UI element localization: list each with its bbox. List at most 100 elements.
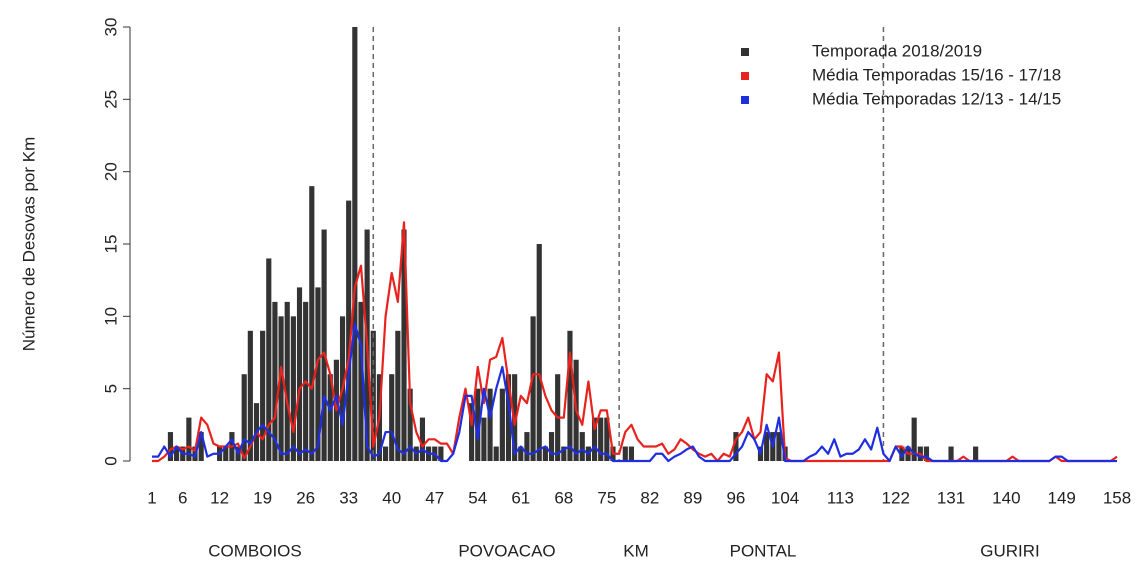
x-tick-label: 140 — [992, 488, 1020, 507]
bar — [481, 417, 487, 461]
bar — [487, 388, 493, 461]
x-tick-label: 54 — [468, 488, 487, 507]
x-tick-label: 122 — [882, 488, 910, 507]
y-tick-label: 15 — [101, 235, 120, 254]
region-label: PONTAL — [730, 541, 797, 560]
x-tick-label: 158 — [1103, 488, 1131, 507]
legend-label: Média Temporadas 15/16 - 17/18 — [812, 65, 1061, 84]
bar — [505, 374, 512, 461]
bar — [284, 301, 290, 461]
bar — [536, 244, 542, 461]
x-tick-label: 68 — [554, 488, 573, 507]
y-axis-label: Número de Desovas por Km — [19, 137, 38, 351]
x-tick-label: 75 — [597, 488, 616, 507]
bar — [389, 374, 395, 461]
y-tick-label: 20 — [101, 162, 120, 181]
bar — [628, 446, 635, 461]
bar — [548, 432, 555, 461]
x-tick-label: 149 — [1047, 488, 1075, 507]
y-tick-label: 25 — [101, 90, 120, 109]
y-tick-label: 30 — [101, 18, 120, 37]
bar — [260, 330, 266, 461]
legend-label: Temporada 2018/2019 — [812, 41, 982, 60]
bar — [911, 417, 917, 461]
legend-marker — [741, 96, 749, 104]
x-tick-label: 26 — [296, 488, 315, 507]
x-tick-label: 104 — [771, 488, 799, 507]
bar — [352, 27, 358, 461]
legend-marker — [741, 48, 749, 56]
bar — [591, 417, 598, 461]
bar — [561, 446, 567, 461]
bar — [198, 432, 204, 461]
bar — [247, 330, 253, 461]
region-label: GURIRI — [980, 541, 1040, 560]
bar — [346, 200, 352, 461]
x-tick-label: 113 — [827, 488, 854, 507]
x-tick-label: 89 — [683, 488, 702, 507]
x-tick-label: 131 — [937, 488, 965, 507]
region-label: KM — [623, 541, 649, 560]
bar — [272, 301, 278, 461]
bar — [469, 403, 475, 461]
bar — [776, 432, 782, 461]
bar — [604, 417, 610, 461]
bar — [266, 258, 272, 461]
x-tick-label: 47 — [425, 488, 444, 507]
bar — [370, 330, 376, 461]
line — [152, 322, 1117, 463]
bar — [167, 432, 174, 461]
bar — [948, 446, 954, 461]
bar — [524, 432, 530, 461]
bar — [223, 446, 229, 461]
bar — [764, 432, 770, 461]
region-label: COMBOIOS — [208, 541, 302, 560]
x-tick-label: 6 — [178, 488, 187, 507]
x-tick-label: 82 — [640, 488, 659, 507]
bar — [382, 446, 389, 461]
bar — [475, 388, 481, 461]
bar — [241, 374, 247, 461]
bar — [622, 446, 628, 461]
bar — [278, 316, 284, 461]
bar — [296, 287, 303, 461]
bar — [401, 229, 407, 461]
bar — [598, 417, 604, 461]
bar — [518, 446, 524, 461]
bar — [327, 374, 333, 461]
y-tick-label: 10 — [101, 307, 120, 326]
bar — [290, 316, 296, 461]
line — [152, 221, 1118, 463]
legend-label: Média Temporadas 12/13 - 14/15 — [812, 89, 1061, 108]
bar — [438, 446, 444, 461]
x-tick-label: 40 — [382, 488, 401, 507]
x-tick-label: 61 — [511, 488, 530, 507]
bar — [499, 388, 505, 461]
bar — [309, 186, 315, 461]
x-tick-label: 33 — [339, 488, 358, 507]
bar — [174, 446, 180, 461]
bar — [579, 432, 585, 461]
bar — [567, 330, 573, 461]
x-tick-label: 12 — [210, 488, 229, 507]
bar — [186, 417, 192, 461]
legend-marker — [741, 72, 749, 80]
y-tick-label: 0 — [101, 456, 120, 465]
x-tick-label: 1 — [147, 488, 156, 507]
bar — [899, 446, 905, 461]
bar — [358, 301, 364, 461]
bar — [542, 446, 548, 461]
bar — [733, 432, 739, 461]
bar — [973, 446, 979, 461]
x-tick-label: 19 — [253, 488, 272, 507]
bar — [419, 417, 426, 461]
bar — [395, 330, 401, 461]
bar — [493, 446, 499, 461]
bar — [321, 229, 327, 461]
bar — [923, 446, 930, 461]
y-tick-label: 5 — [101, 384, 120, 393]
bar — [315, 287, 321, 461]
region-label: POVOACAO — [458, 541, 555, 560]
x-tick-label: 96 — [726, 488, 745, 507]
